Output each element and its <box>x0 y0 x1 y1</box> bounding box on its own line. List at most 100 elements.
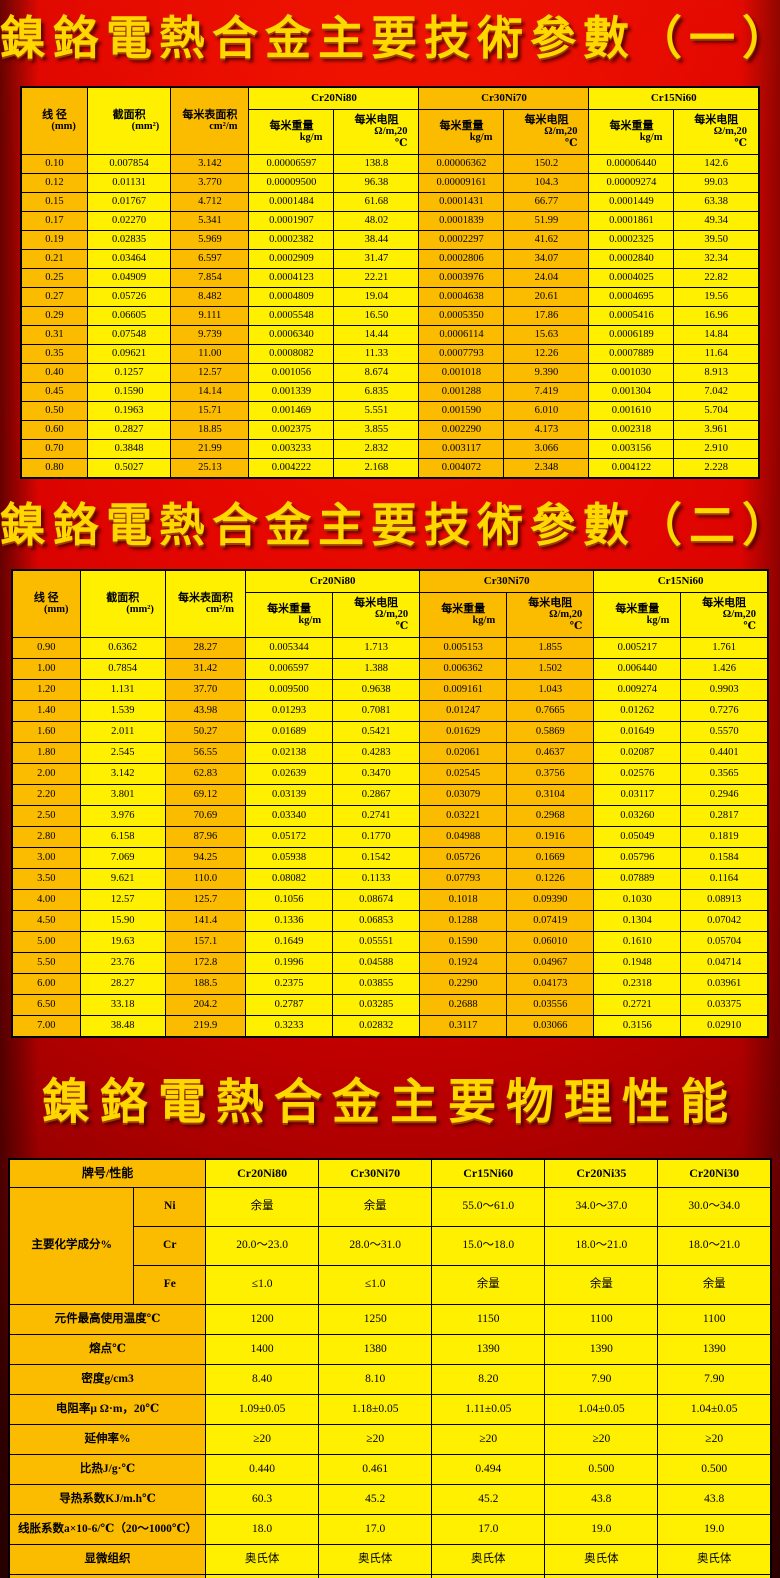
cell: 0.02576 <box>593 763 682 785</box>
cell: 8.674 <box>333 363 420 383</box>
cell: 4.00 <box>11 889 81 911</box>
chem-element-label: Fe <box>133 1265 207 1305</box>
cell: 34.07 <box>503 249 590 269</box>
cell: ≥20 <box>657 1424 772 1455</box>
table-row: 元件最高使用温度℃ 1200 1250 1150 1100 1100 <box>8 1304 772 1335</box>
table-row: 6.00 28.27 188.5 0.2375 0.03855 0.2290 0.04173… <box>11 973 769 995</box>
table-row: 2.00 3.142 62.83 0.02639 0.3470 0.02545 0.3756… <box>11 763 769 785</box>
cell: 1.855 <box>506 637 595 659</box>
cell: 0.0008082 <box>248 344 335 364</box>
cell: 0.01649 <box>593 721 682 743</box>
cell: 0.1018 <box>419 889 508 911</box>
table-row: 1.60 2.011 50.27 0.01689 0.5421 0.01629 0.5869… <box>11 721 769 743</box>
cell: 5.551 <box>333 401 420 421</box>
cell: 0.0001484 <box>248 192 335 212</box>
cell: 0.0007889 <box>588 344 675 364</box>
header-brand-cr15ni60: Cr15Ni60 <box>431 1158 546 1188</box>
cell: 0.500 <box>657 1454 772 1485</box>
cell: 0.40 <box>20 363 88 383</box>
header-cross-section: 截面积 (mm²) <box>79 569 166 638</box>
physical-properties-header: 牌号/性能 Cr20Ni80 Cr30Ni70 Cr15Ni60 Cr20Ni3… <box>8 1158 772 1188</box>
cell: 0.02545 <box>419 763 508 785</box>
table-row: 5.00 19.63 157.1 0.1649 0.05551 0.1590 0.06010… <box>11 931 769 953</box>
cell: 0.03079 <box>419 784 508 806</box>
table-row: 1.00 0.7854 31.42 0.006597 1.388 0.006362 1.50… <box>11 658 769 680</box>
cell: 非磁性 <box>431 1574 546 1578</box>
cell: 8.913 <box>673 363 760 383</box>
cell: 余量 <box>544 1265 659 1305</box>
cell: 0.3756 <box>506 763 595 785</box>
cell: 20.0～23.0 <box>205 1226 320 1266</box>
cell: 0.02835 <box>86 230 172 250</box>
cell: 0.03260 <box>593 805 682 827</box>
cell: 0.21 <box>20 249 88 269</box>
cell: 0.06853 <box>332 910 421 932</box>
table-row: 5.50 23.76 172.8 0.1996 0.04588 0.1924 0.04967… <box>11 952 769 974</box>
header-resistance-per-meter: 每米电阻 Ω/m,20 ℃ <box>333 109 420 155</box>
cell: 0.01131 <box>86 173 172 193</box>
cell: 0.002318 <box>588 420 675 440</box>
cell: 1.131 <box>79 679 166 701</box>
cell: 0.004072 <box>418 458 505 479</box>
cell: 0.0003976 <box>418 268 505 288</box>
tech-params-table-1-header: 线 径 (mm) 截面积 (mm²) 每米表面积 cm²/m Cr20Ni80 … <box>20 86 760 155</box>
cell: 0.06605 <box>86 306 172 326</box>
cell: 0.05172 <box>245 826 334 848</box>
table-row: 6.50 33.18 204.2 0.2787 0.03285 0.2688 0.03556… <box>11 994 769 1016</box>
cell: 0.0006189 <box>588 325 675 345</box>
table-row: 0.35 0.09621 11.00 0.0008082 11.33 0.0007793 1… <box>20 344 760 364</box>
cell: 0.007854 <box>86 154 172 174</box>
cell: 0.1948 <box>593 952 682 974</box>
cell: 0.001056 <box>248 363 335 383</box>
cell: 15.71 <box>170 401 250 421</box>
cell: 1.539 <box>79 700 166 722</box>
cell: 3.066 <box>503 439 590 459</box>
cell: 70.69 <box>164 805 247 827</box>
cell: 62.83 <box>164 763 247 785</box>
cell: 21.99 <box>170 439 250 459</box>
cell: 0.001030 <box>588 363 675 383</box>
header-resistance-per-meter: 每米电阻 Ω/m,20 ℃ <box>332 592 421 638</box>
cell: 非磁性 <box>318 1574 433 1578</box>
cell: 0.0002382 <box>248 230 335 250</box>
cell: 0.90 <box>11 637 81 659</box>
cell: 0.1610 <box>593 931 682 953</box>
cell: 0.01247 <box>419 700 508 722</box>
cell: 0.3117 <box>419 1015 508 1038</box>
cell: 34.0～37.0 <box>544 1187 659 1227</box>
cell: 0.50 <box>20 401 88 421</box>
cell: 0.4283 <box>332 742 421 764</box>
cell: 非磁性 <box>205 1574 320 1578</box>
cell: 2.832 <box>333 439 420 459</box>
cell: 3.976 <box>79 805 166 827</box>
cell: 1100 <box>544 1304 659 1335</box>
cell: ≤1.0 <box>318 1265 433 1305</box>
cell: 12.26 <box>503 344 590 364</box>
cell: 0.01262 <box>593 700 682 722</box>
header-weight-per-meter: 每米重量 kg/m <box>245 592 334 638</box>
table-row: 主要化学成分% Ni 余量 余量 55.0～61.0 34.0～37.0 30.0～34.0 <box>8 1187 772 1305</box>
cell: 63.38 <box>673 192 760 212</box>
cell: 20.61 <box>503 287 590 307</box>
cell: 0.0004809 <box>248 287 335 307</box>
cell: 22.82 <box>673 268 760 288</box>
table-row: 0.60 0.2827 18.85 0.002375 3.855 0.002290 4.17… <box>20 420 760 440</box>
cell: 4.173 <box>503 420 590 440</box>
cell: 0.0004025 <box>588 268 675 288</box>
tech-params-table-2: 线 径 (mm) 截面积 (mm²) 每米表面积 cm²/m Cr20Ni80 … <box>11 569 769 1038</box>
cell: 0.009274 <box>593 679 682 701</box>
cell: 0.6362 <box>79 637 166 659</box>
cell: 0.02061 <box>419 742 508 764</box>
cell: 1390 <box>431 1334 546 1365</box>
cell: 7.042 <box>673 382 760 402</box>
cell: 9.621 <box>79 868 166 890</box>
cell: 2.50 <box>11 805 81 827</box>
cell: 非磁性 <box>544 1574 659 1578</box>
cell: 0.2290 <box>419 973 508 995</box>
table-row: 磁性非磁性非磁性非磁性非磁性非磁性 <box>8 1574 772 1578</box>
cell: 0.006362 <box>419 658 508 680</box>
cell: 余量 <box>205 1187 320 1227</box>
cell: 0.0007793 <box>418 344 505 364</box>
cell: 0.01293 <box>245 700 334 722</box>
